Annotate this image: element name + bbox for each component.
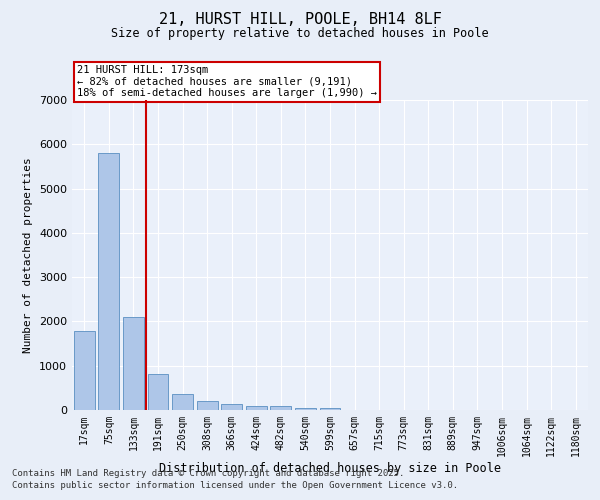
Bar xyxy=(172,394,193,410)
Bar xyxy=(98,153,119,410)
Text: Contains public sector information licensed under the Open Government Licence v3: Contains public sector information licen… xyxy=(12,481,458,490)
X-axis label: Distribution of detached houses by size in Poole: Distribution of detached houses by size … xyxy=(159,462,501,474)
Text: Contains HM Land Registry data © Crown copyright and database right 2025.: Contains HM Land Registry data © Crown c… xyxy=(12,468,404,477)
Bar xyxy=(221,404,242,410)
Bar xyxy=(271,406,292,410)
Bar xyxy=(246,406,267,410)
Text: 21 HURST HILL: 173sqm
← 82% of detached houses are smaller (9,191)
18% of semi-d: 21 HURST HILL: 173sqm ← 82% of detached … xyxy=(77,66,377,98)
Y-axis label: Number of detached properties: Number of detached properties xyxy=(23,157,34,353)
Bar xyxy=(74,331,95,410)
Bar xyxy=(295,408,316,410)
Bar xyxy=(197,400,218,410)
Text: 21, HURST HILL, POOLE, BH14 8LF: 21, HURST HILL, POOLE, BH14 8LF xyxy=(158,12,442,28)
Text: Size of property relative to detached houses in Poole: Size of property relative to detached ho… xyxy=(111,28,489,40)
Bar xyxy=(148,374,169,410)
Bar xyxy=(123,318,144,410)
Bar xyxy=(320,408,340,410)
